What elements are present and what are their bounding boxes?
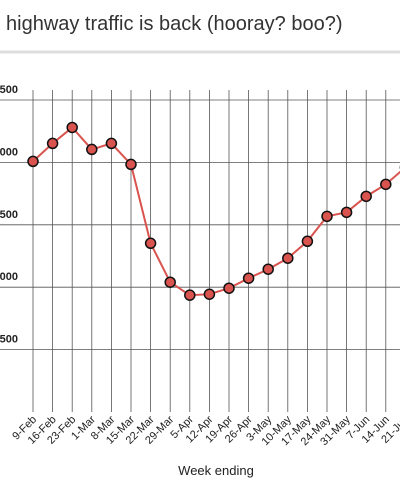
data-point xyxy=(27,155,39,168)
y-tick-label: 500 xyxy=(0,334,18,346)
data-point xyxy=(262,263,274,275)
data-point xyxy=(360,190,372,203)
y-tick-label: 2000 xyxy=(0,146,18,158)
data-point xyxy=(380,178,392,191)
y-tick-label: 1000 xyxy=(0,271,18,283)
data-point xyxy=(144,237,157,250)
data-point xyxy=(203,288,216,300)
data-point xyxy=(164,276,176,288)
data-point xyxy=(66,121,78,134)
data-point xyxy=(105,137,118,150)
data-point xyxy=(184,289,196,301)
data-point xyxy=(46,137,59,150)
data-point xyxy=(340,206,353,219)
data-point xyxy=(242,272,255,284)
data-point xyxy=(321,210,333,223)
data-point xyxy=(86,143,98,156)
chart-title: highway traffic is back (hooray? boo?) xyxy=(6,13,342,35)
y-tick-label: 2500 xyxy=(0,84,18,96)
data-point xyxy=(125,158,137,171)
data-point xyxy=(282,252,294,264)
data-point xyxy=(223,282,235,294)
y-tick-label: 1500 xyxy=(0,209,18,221)
x-axis-title: Week ending xyxy=(178,463,254,478)
data-point xyxy=(301,235,314,248)
